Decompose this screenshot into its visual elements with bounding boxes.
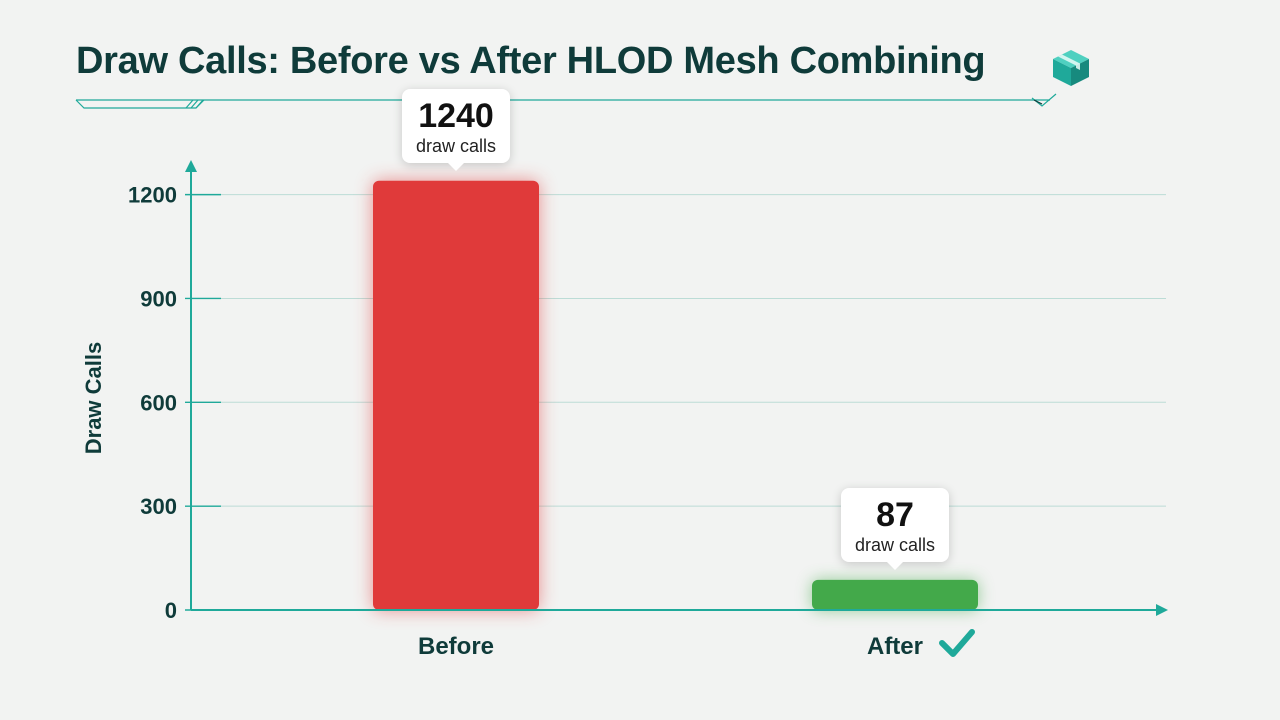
value-callout: 87 draw calls [841,487,950,570]
value-callout: 1240 draw calls [402,88,511,171]
y-tick-label: 1200 [128,183,177,208]
value-unit-label: draw calls [416,135,497,156]
x-category-label: Before [418,633,494,660]
x-category-label: After [867,633,923,660]
title-underline [75,93,1057,109]
y-tick-label: 900 [140,286,177,311]
checkmark-icon [939,629,975,657]
cube-icon [1053,50,1089,86]
y-axis-label: Draw Calls [81,342,106,455]
y-tick-label: 600 [140,390,177,415]
y-tick-label: 300 [140,494,177,519]
value-label: 87 [876,495,914,534]
x-axis-arrow [1156,604,1168,616]
chart-title: Draw Calls: Before vs After HLOD Mesh Co… [76,40,986,82]
value-label: 1240 [418,96,494,135]
bar-after [812,579,978,610]
bar-before [373,180,539,610]
value-unit-label: draw calls [855,534,936,555]
y-tick-label: 0 [165,598,177,623]
y-axis-arrow [185,160,197,172]
